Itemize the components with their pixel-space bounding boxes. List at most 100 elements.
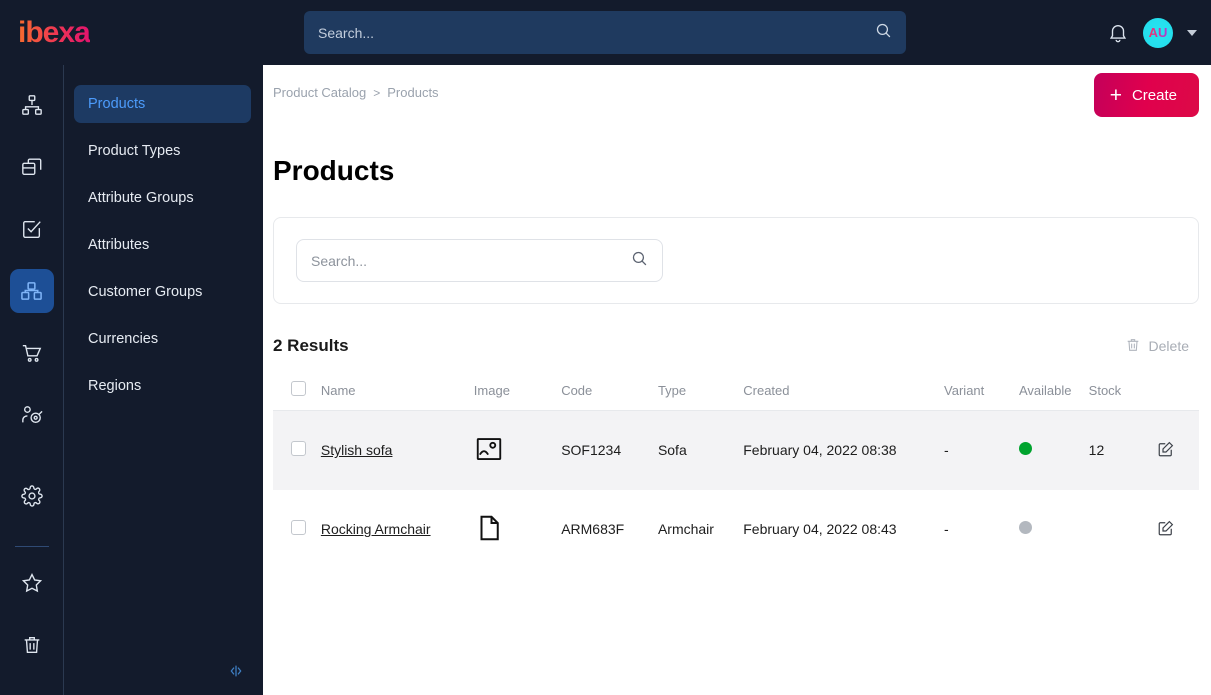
delete-button[interactable]: Delete: [1125, 337, 1199, 356]
edit-icon[interactable]: [1157, 519, 1175, 537]
rail-item-tasks[interactable]: [10, 207, 54, 251]
breadcrumb-row: Product Catalog > Products + Create: [273, 65, 1199, 117]
cell-image: [474, 490, 561, 569]
column-header-available[interactable]: Available: [1018, 381, 1089, 411]
cell-name: Rocking Armchair: [321, 490, 474, 569]
subnav-label: Attributes: [88, 237, 150, 253]
create-button-label: Create: [1131, 86, 1177, 104]
column-header-name[interactable]: Name: [320, 381, 474, 411]
cell-created: February 04, 2022 08:38: [743, 442, 897, 459]
rail-item-pages[interactable]: [10, 145, 54, 189]
logo-area[interactable]: ibexa: [0, 16, 263, 50]
app-body: Products Product Types Attribute Groups …: [0, 65, 1211, 695]
rail-item-bookmarks[interactable]: [10, 561, 54, 605]
status-badge: [1018, 521, 1032, 534]
chevron-down-icon[interactable]: [1187, 29, 1197, 36]
subnav-label: Customer Groups: [88, 284, 203, 300]
column-header-image[interactable]: Image: [473, 381, 562, 411]
status-badge: [1018, 442, 1032, 456]
cell-code: SOF1234: [561, 442, 622, 459]
subnav-item-regions[interactable]: Regions: [74, 367, 251, 405]
delete-button-label: Delete: [1148, 338, 1189, 354]
breadcrumb: Product Catalog > Products: [273, 85, 439, 100]
product-search-input[interactable]: [311, 252, 631, 269]
cell-image: [474, 411, 561, 490]
product-search-box[interactable]: [296, 239, 663, 282]
cell-available: [1018, 490, 1089, 569]
icon-rail-bottom: [0, 474, 64, 685]
search-icon[interactable]: [875, 22, 892, 44]
plus-icon: +: [1109, 83, 1122, 107]
table-row[interactable]: Rocking Armchair ARM683F Armchair: [273, 490, 1199, 569]
select-all-checkbox[interactable]: [291, 381, 306, 396]
subnav-label: Currencies: [88, 331, 159, 347]
collapse-sidebar-icon[interactable]: [227, 663, 245, 683]
subnav-item-attribute-groups[interactable]: Attribute Groups: [74, 179, 251, 217]
subnav-label: Products: [88, 96, 146, 112]
product-name-link[interactable]: Stylish sofa: [320, 442, 393, 459]
create-button[interactable]: + Create: [1093, 73, 1199, 117]
edit-icon[interactable]: [1157, 440, 1175, 458]
rail-item-cart[interactable]: [10, 331, 54, 375]
bell-icon[interactable]: [1107, 22, 1129, 44]
trash-icon: [1125, 337, 1141, 356]
file-document-icon: [474, 515, 504, 546]
product-name-link[interactable]: Rocking Armchair: [320, 521, 431, 537]
image-placeholder-icon: [474, 437, 504, 467]
subnav-label: Regions: [88, 378, 142, 394]
cell-type: Armchair: [657, 521, 714, 537]
column-header-type[interactable]: Type: [657, 381, 744, 411]
cell-available: [1018, 411, 1089, 490]
rail-item-customers[interactable]: [10, 393, 54, 437]
row-select-cell: [273, 411, 321, 490]
top-bar: ibexa AU: [0, 0, 1211, 65]
results-header: 2 Results Delete: [273, 336, 1199, 356]
cell-actions: [1157, 490, 1199, 569]
breadcrumb-root[interactable]: Product Catalog: [273, 85, 367, 100]
table-head: Name Image Code Type Created Variant Ava…: [273, 381, 1199, 411]
column-header-actions: [1157, 381, 1199, 411]
cell-stock: [1089, 490, 1158, 569]
table-header-row: Name Image Code Type Created Variant Ava…: [273, 381, 1199, 411]
icon-rail: [0, 65, 64, 695]
table-body: Stylish sofa: [273, 410, 1199, 569]
subnav-label: Product Types: [88, 143, 181, 159]
row-checkbox[interactable]: [291, 441, 306, 457]
products-table: Name Image Code Type Created Variant Ava…: [273, 381, 1199, 569]
global-search-input[interactable]: [318, 24, 875, 41]
table-row[interactable]: Stylish sofa: [273, 410, 1199, 490]
secondary-nav: Products Product Types Attribute Groups …: [64, 65, 263, 695]
subnav-item-product-types[interactable]: Product Types: [74, 132, 251, 170]
page-title: Products: [273, 155, 395, 186]
cell-created: February 04, 2022 08:43: [743, 521, 897, 537]
cell-variant: -: [944, 442, 949, 459]
cell-type: Sofa: [657, 442, 687, 459]
rail-item-trash[interactable]: [10, 623, 54, 667]
subnav-item-products[interactable]: Products: [74, 85, 251, 123]
column-header-variant[interactable]: Variant: [944, 381, 1019, 411]
subnav-item-customer-groups[interactable]: Customer Groups: [74, 273, 251, 311]
column-header-stock[interactable]: Stock: [1088, 381, 1158, 411]
cell-code: ARM683F: [561, 521, 625, 537]
ibexa-logo: ibexa: [18, 15, 91, 49]
select-all-header: [273, 381, 321, 411]
row-select-cell: [273, 490, 321, 569]
rail-item-settings[interactable]: [10, 474, 54, 518]
rail-item-sitemap[interactable]: [10, 83, 54, 127]
filter-card: [273, 217, 1199, 304]
subnav-item-currencies[interactable]: Currencies: [74, 320, 251, 358]
avatar-initials: AU: [1148, 25, 1168, 40]
cell-stock: 12: [1088, 442, 1105, 459]
column-header-created[interactable]: Created: [743, 381, 945, 411]
cell-actions: [1157, 411, 1199, 490]
breadcrumb-separator: >: [373, 85, 381, 100]
cell-variant: -: [944, 521, 949, 537]
rail-item-products[interactable]: [9, 269, 54, 313]
global-search-box[interactable]: [304, 11, 906, 54]
subnav-item-attributes[interactable]: Attributes: [74, 226, 251, 264]
search-icon[interactable]: [631, 250, 648, 272]
column-header-code[interactable]: Code: [561, 381, 658, 411]
row-checkbox[interactable]: [291, 520, 306, 535]
avatar[interactable]: AU: [1143, 17, 1173, 48]
